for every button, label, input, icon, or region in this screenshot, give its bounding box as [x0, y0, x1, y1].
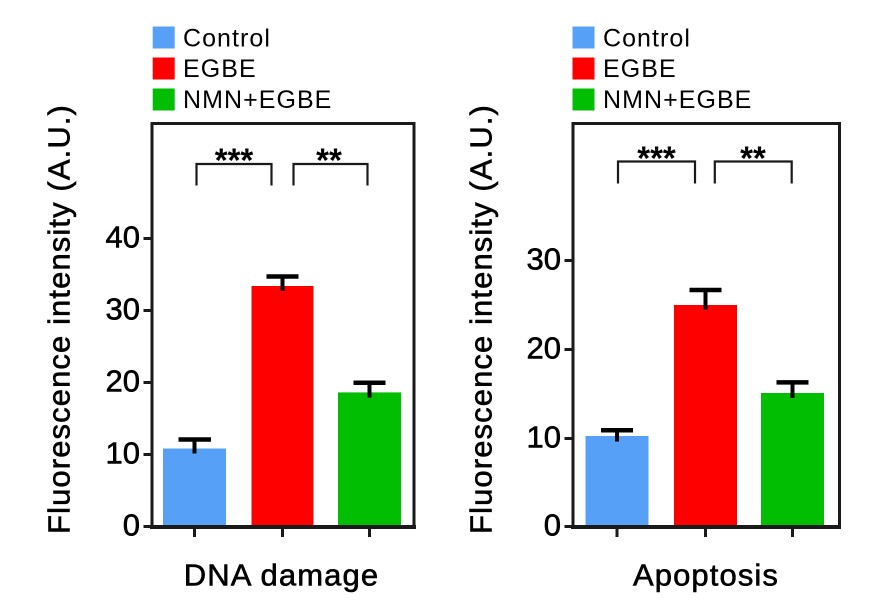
svg-text:EGBE: EGBE	[183, 55, 257, 83]
svg-text:***: ***	[215, 142, 254, 179]
svg-text:**: **	[316, 142, 342, 179]
svg-text:Fluorescence intensity (A.U.): Fluorescence intensity (A.U.)	[464, 104, 499, 534]
svg-text:Apoptosis: Apoptosis	[633, 558, 779, 593]
svg-text:10: 10	[527, 420, 561, 455]
svg-text:***: ***	[637, 140, 676, 177]
svg-text:40: 40	[106, 220, 140, 255]
svg-text:30: 30	[106, 292, 140, 327]
svg-text:0: 0	[544, 508, 561, 543]
svg-text:DNA damage: DNA damage	[184, 558, 379, 593]
svg-text:Fluorescence intensity (A.U.): Fluorescence intensity (A.U.)	[42, 104, 77, 534]
svg-text:NMN+EGBE: NMN+EGBE	[603, 86, 752, 114]
svg-text:20: 20	[527, 331, 561, 366]
svg-text:20: 20	[106, 364, 140, 399]
svg-text:NMN+EGBE: NMN+EGBE	[183, 86, 332, 114]
svg-text:EGBE: EGBE	[603, 55, 677, 83]
svg-text:0: 0	[123, 508, 140, 543]
svg-text:30: 30	[527, 242, 561, 277]
svg-text:Control: Control	[183, 25, 271, 53]
svg-text:Control: Control	[603, 25, 691, 53]
svg-text:10: 10	[106, 436, 140, 471]
svg-text:**: **	[740, 140, 766, 177]
